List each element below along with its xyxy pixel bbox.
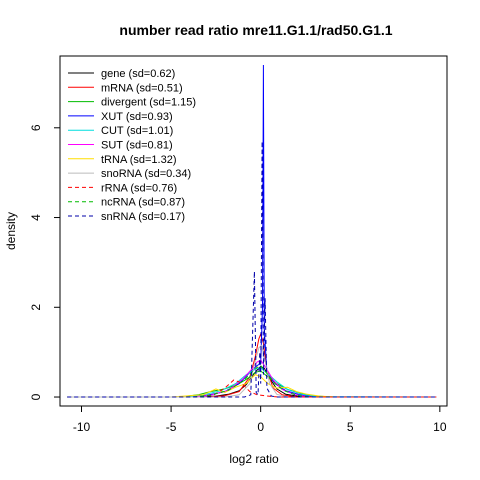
x-tick-label: 0	[257, 420, 264, 434]
y-axis-label: density	[4, 212, 18, 250]
x-tick-label: -5	[166, 420, 177, 434]
y-tick-label: 6	[29, 124, 43, 131]
legend-entry: snoRNA (sd=0.34)	[101, 168, 191, 180]
series-line-1	[67, 332, 437, 398]
chart-title: number read ratio mre11.G1.1/rad50.G1.1	[119, 22, 392, 38]
legend-entry: XUT (sd=0.93)	[101, 111, 173, 123]
y-tick-label: 0	[29, 393, 43, 400]
series-line-8	[67, 379, 437, 398]
y-axis: 0 2 4 6	[29, 124, 61, 400]
x-tick-label: 5	[347, 420, 354, 434]
legend-entry: SUT (sd=0.81)	[101, 140, 173, 152]
y-tick-label: 4	[29, 214, 43, 221]
legend-entry: divergent (sd=1.15)	[101, 97, 196, 109]
series-line-9	[67, 364, 437, 398]
series-layer	[67, 64, 437, 398]
x-tick-label: 10	[433, 420, 447, 434]
legend-entry: CUT (sd=1.01)	[101, 125, 173, 137]
legend-entry: gene (sd=0.62)	[101, 68, 175, 80]
series-line-4	[67, 367, 437, 398]
legend-entry: tRNA (sd=1.32)	[101, 154, 177, 166]
series-line-10	[67, 141, 437, 398]
legend-entry: snRNA (sd=0.17)	[101, 211, 185, 223]
x-tick-label: -10	[73, 420, 91, 434]
legend-entry: ncRNA (sd=0.87)	[101, 197, 185, 209]
x-axis-label: log2 ratio	[229, 452, 279, 466]
legend-entry: mRNA (sd=0.51)	[101, 82, 183, 94]
series-line-7	[67, 344, 437, 398]
y-tick-label: 2	[29, 304, 43, 311]
legend: gene (sd=0.62) mRNA (sd=0.51) divergent (s…	[68, 68, 196, 223]
legend-entry: rRNA (sd=0.76)	[101, 182, 177, 194]
x-axis: -10 -5 0 5 10	[73, 405, 447, 434]
